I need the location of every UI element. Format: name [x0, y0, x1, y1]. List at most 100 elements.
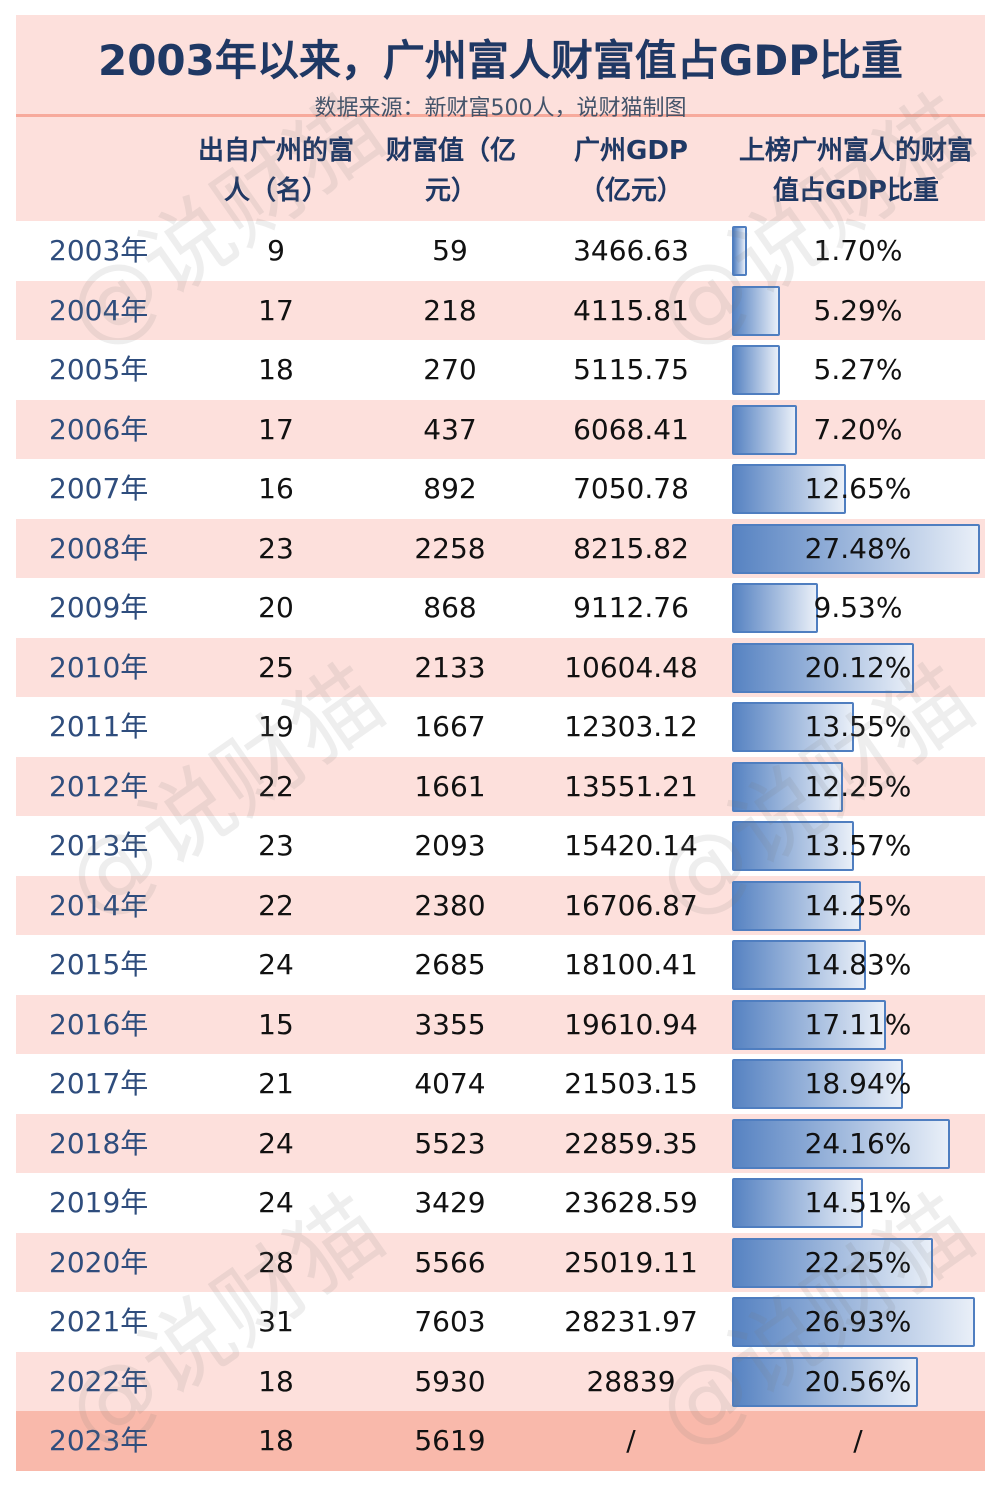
table: 2003年以来，广州富人财富值占GDP比重 数据来源：新财富500人，说财猫制图…	[16, 15, 985, 1471]
gdp-cell: 8215.82	[573, 531, 689, 565]
gdp-cell: 18100.41	[564, 948, 698, 981]
ratio-cell: 22.25%	[804, 1245, 912, 1279]
chart-title: 2003年以来，广州富人财富值占GDP比重	[97, 36, 903, 85]
count-cell: 20	[258, 591, 294, 624]
ratio-cell: 7.20%	[813, 412, 903, 446]
wealth-cell: 3429	[414, 1186, 486, 1219]
wealth-cell: 270	[423, 353, 477, 386]
ratio-bar	[732, 1118, 951, 1169]
table-row: 2014年 22 2380 16706.87 14.25%	[16, 875, 985, 935]
wealth-cell: 2380	[414, 888, 486, 922]
ratio-cell: 27.48%	[804, 531, 912, 565]
gdp-cell: /	[626, 1424, 636, 1457]
year-cell: 2008年	[49, 531, 149, 565]
gdp-cell: 16706.87	[564, 888, 698, 922]
year-cell: 2007年	[49, 472, 149, 505]
ratio-cell: 24.16%	[804, 1126, 912, 1160]
count-cell: 19	[258, 710, 294, 743]
wealth-cell: 5930	[414, 1364, 486, 1398]
gdp-cell: 28231.97	[564, 1305, 698, 1338]
ratio-bar	[732, 1237, 933, 1288]
ratio-bar	[732, 999, 887, 1050]
ratio-bar	[732, 345, 780, 395]
header-count: 出自广州的富人（名）	[197, 136, 354, 206]
wealth-cell: 2685	[414, 948, 486, 981]
ratio-cell: 1.70%	[813, 234, 903, 267]
count-cell: 22	[258, 888, 294, 922]
year-cell: 2010年	[49, 650, 149, 684]
table-row: 2015年 24 2685 18100.41 14.83%	[16, 935, 985, 995]
gdp-cell: 13551.21	[564, 769, 698, 803]
wealth-cell: 892	[423, 472, 477, 505]
count-cell: 16	[258, 472, 294, 505]
ratio-cell: 5.29%	[813, 293, 903, 327]
ratio-bar	[732, 702, 855, 752]
ratio-bar	[732, 1178, 863, 1228]
ratio-bar	[732, 1297, 976, 1347]
wealth-cell: 59	[432, 234, 468, 267]
ratio-bar	[732, 285, 780, 336]
count-cell: 18	[258, 1424, 294, 1457]
year-cell: 2004年	[49, 293, 149, 327]
table-row: 2010年 25 2133 10604.48 20.12%	[16, 637, 985, 697]
wealth-cell: 2258	[414, 531, 486, 565]
title-box: 2003年以来，广州富人财富值占GDP比重 数据来源：新财富500人，说财猫制图	[16, 15, 985, 121]
ratio-bar	[732, 523, 980, 574]
year-cell: 2006年	[49, 412, 149, 446]
gdp-cell: 23628.59	[564, 1186, 698, 1219]
count-cell: 9	[267, 234, 285, 267]
year-cell: 2013年	[49, 829, 149, 862]
ratio-bar	[732, 583, 818, 633]
ratio-cell: 14.25%	[804, 888, 912, 922]
table-row: 2013年 23 2093 15420.14 13.57%	[16, 816, 985, 876]
gdp-cell: 7050.78	[573, 472, 689, 505]
year-cell: 2017年	[49, 1067, 149, 1100]
table-row: 2016年 15 3355 19610.94 17.11%	[16, 994, 985, 1054]
count-cell: 24	[258, 1126, 294, 1160]
ratio-bar	[732, 1356, 918, 1407]
year-cell: 2022年	[49, 1364, 149, 1398]
table-row: 2021年 31 7603 28231.97 26.93%	[16, 1292, 985, 1352]
table-row: 2006年 17 437 6068.41 7.20%	[16, 399, 985, 459]
ratio-cell: 20.12%	[804, 650, 912, 684]
ratio-cell: 12.25%	[804, 769, 912, 803]
gdp-cell: 22859.35	[564, 1126, 698, 1160]
wealth-cell: 7603	[414, 1305, 486, 1338]
ratio-cell: 9.53%	[813, 591, 903, 624]
ratio-cell: 14.51%	[804, 1186, 912, 1219]
gdp-cell: 10604.48	[564, 650, 698, 684]
count-cell: 17	[258, 412, 294, 446]
table-row: 2008年 23 2258 8215.82 27.48%	[16, 518, 985, 578]
chart-subtitle: 数据来源：新财富500人，说财猫制图	[314, 96, 687, 121]
gdp-cell: 15420.14	[564, 829, 698, 862]
table-row: 2020年 28 5566 25019.11 22.25%	[16, 1232, 985, 1292]
year-cell: 2019年	[49, 1186, 149, 1219]
year-cell: 2021年	[49, 1305, 149, 1338]
year-cell: 2009年	[49, 591, 149, 624]
ratio-bar	[732, 1059, 903, 1109]
year-cell: 2023年	[49, 1424, 149, 1457]
gdp-cell: 9112.76	[573, 591, 689, 624]
ratio-cell: 18.94%	[804, 1067, 912, 1100]
ratio-bar	[732, 761, 843, 812]
year-cell: 2005年	[49, 353, 149, 386]
year-cell: 2012年	[49, 769, 149, 803]
ratio-bar	[732, 880, 861, 931]
ratio-cell: 26.93%	[804, 1305, 912, 1338]
wealth-cell: 437	[423, 412, 477, 446]
count-cell: 24	[258, 948, 294, 981]
table-row: 2023年 18 5619 / /	[16, 1411, 985, 1471]
count-cell: 23	[258, 531, 294, 565]
ratio-bar	[732, 404, 797, 455]
ratio-cell: 17.11%	[804, 1007, 912, 1041]
count-cell: 25	[258, 650, 294, 684]
ratio-cell: 12.65%	[804, 472, 912, 505]
year-cell: 2018年	[49, 1126, 149, 1160]
count-cell: 18	[258, 353, 294, 386]
count-cell: 31	[258, 1305, 294, 1338]
gdp-cell: 21503.15	[564, 1067, 698, 1100]
ratio-cell: 14.83%	[804, 948, 912, 981]
gdp-cell: 25019.11	[564, 1245, 698, 1279]
wealth-cell: 5523	[414, 1126, 486, 1160]
gdp-cell: 28839	[586, 1364, 676, 1398]
